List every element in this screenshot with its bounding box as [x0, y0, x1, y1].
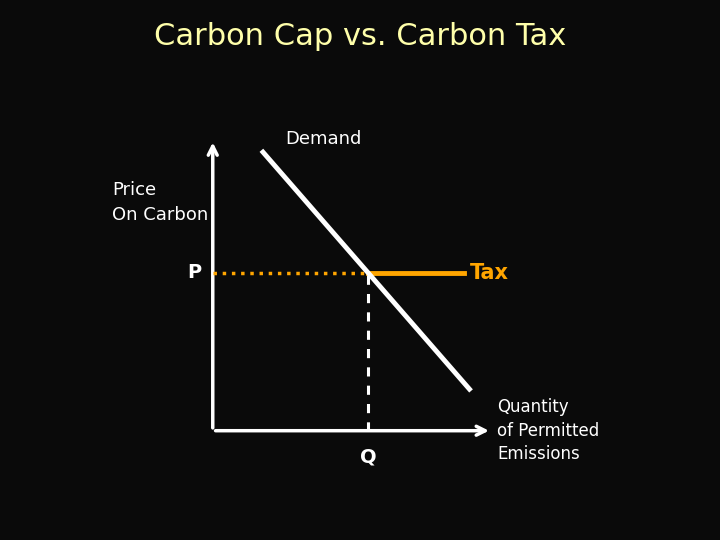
- Text: Quantity
of Permitted
Emissions: Quantity of Permitted Emissions: [498, 398, 600, 463]
- Text: Q: Q: [360, 447, 377, 467]
- Text: Carbon Cap vs. Carbon Tax: Carbon Cap vs. Carbon Tax: [154, 22, 566, 51]
- Text: Demand: Demand: [285, 130, 361, 148]
- Text: P: P: [187, 263, 202, 282]
- Text: Price
On Carbon: Price On Carbon: [112, 180, 209, 224]
- Text: Tax: Tax: [469, 262, 508, 283]
